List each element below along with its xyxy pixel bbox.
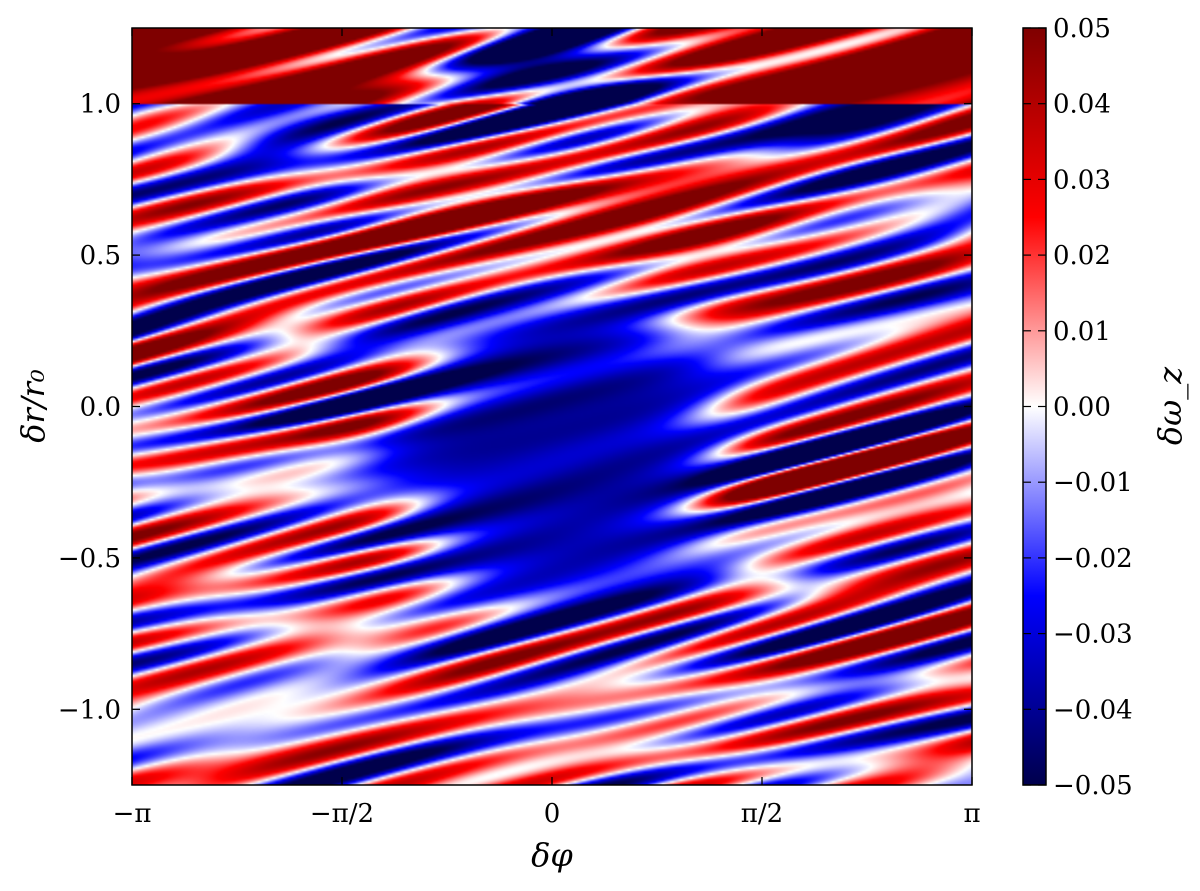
x-axis-ticks: −π −π/2 0 π/2 π <box>113 28 981 829</box>
colorbar: 0.05 0.04 0.03 0.02 0.01 0.00 −0.01 −0.02 −0.03 −… <box>1022 14 1189 801</box>
colorbar-tick-label: −0.03 <box>1053 620 1133 650</box>
colorbar-tick-label: −0.04 <box>1053 695 1133 725</box>
colorbar-tick-label: 0.03 <box>1053 165 1111 195</box>
y-tick-label: 0.5 <box>80 241 121 271</box>
y-axis-ticks: −1.0 −0.5 0.0 0.5 1.0 <box>58 90 972 725</box>
colorbar-tick-label: 0.02 <box>1053 241 1111 271</box>
colorbar-tick-label: −0.01 <box>1053 468 1133 498</box>
colorbar-tick-label: 0.00 <box>1053 393 1111 423</box>
x-tick-label: −π <box>113 799 152 829</box>
heatmap-image <box>132 28 972 785</box>
colorbar-tick-label: −0.02 <box>1053 544 1133 574</box>
colorbar-tick-label: 0.05 <box>1053 14 1111 44</box>
plot-area <box>131 27 973 786</box>
colorbar-label: δω_z <box>1151 366 1189 445</box>
colorbar-tick-label: −0.05 <box>1053 771 1133 801</box>
y-axis-label: δr/r₀ <box>14 369 52 443</box>
colorbar-ticks: 0.05 0.04 0.03 0.02 0.01 0.00 −0.01 −0.02 −0.03 −… <box>1023 14 1133 801</box>
y-tick-label: 1.0 <box>80 90 121 120</box>
x-tick-label: π/2 <box>741 799 783 829</box>
x-tick-label: 0 <box>544 799 561 829</box>
colorbar-tick-label: 0.04 <box>1053 90 1111 120</box>
y-tick-label: −0.5 <box>58 544 121 574</box>
y-tick-label: −1.0 <box>58 695 121 725</box>
x-tick-label: −π/2 <box>310 799 374 829</box>
x-axis-label: δφ <box>531 836 573 874</box>
colorbar-tick-label: 0.01 <box>1053 317 1111 347</box>
y-tick-label: 0.0 <box>80 393 121 423</box>
x-tick-label: π <box>963 799 980 829</box>
